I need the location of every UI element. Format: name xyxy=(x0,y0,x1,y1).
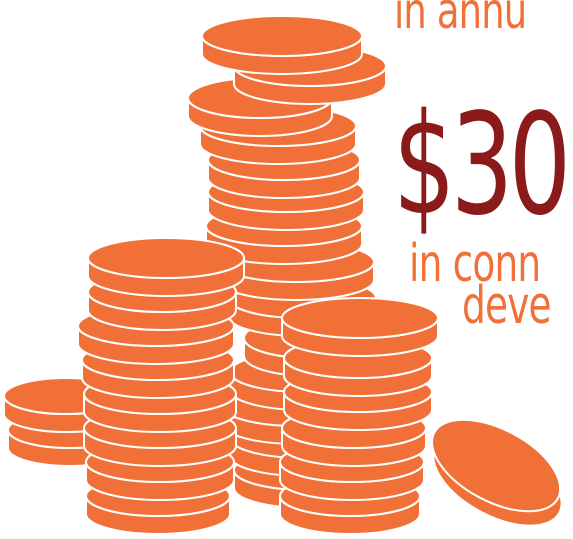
caption-development: deve xyxy=(462,276,552,336)
coin-right-6 xyxy=(281,297,439,357)
caption-connection: in conn xyxy=(409,234,541,294)
amount-figure: $30 xyxy=(393,84,571,247)
coin-left-8 xyxy=(87,237,245,297)
coin-back-14 xyxy=(201,15,363,75)
caption-annual: in annu xyxy=(394,0,527,40)
coin-tilted xyxy=(431,418,563,527)
